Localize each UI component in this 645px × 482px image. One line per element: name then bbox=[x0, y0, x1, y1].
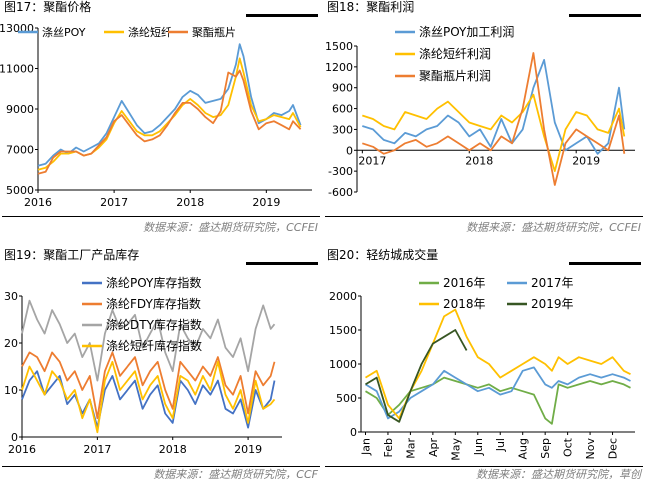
series-line-3 bbox=[37, 69, 302, 175]
x-tick-label: Feb bbox=[382, 438, 395, 457]
y-tick-label: 300 bbox=[332, 123, 353, 136]
x-tick-label: Apr bbox=[427, 438, 440, 458]
x-tick-label: Dec bbox=[607, 438, 620, 459]
bottom-rule bbox=[325, 466, 643, 467]
series-line-3 bbox=[365, 308, 631, 420]
series-line-4 bbox=[365, 329, 468, 423]
bottom-rule bbox=[2, 216, 320, 217]
series-line-3 bbox=[21, 299, 276, 382]
legend-label: 2016年 bbox=[443, 276, 486, 290]
series-line-1 bbox=[37, 43, 302, 167]
x-tick-label: 2017 bbox=[100, 196, 128, 209]
x-tick-label: 2016 bbox=[24, 196, 52, 209]
y-tick-label: 5000 bbox=[6, 184, 34, 197]
series-line-1 bbox=[365, 376, 631, 425]
legend-label: 涤纶FDY库存指数 bbox=[106, 296, 201, 311]
x-tick-label: Nov bbox=[584, 438, 597, 460]
legend-label: 涤纶短纤库存指数 bbox=[106, 338, 202, 353]
series-line-2 bbox=[365, 366, 631, 420]
x-tick-label: 2018 bbox=[465, 154, 493, 167]
chart-svg: -600 -300 0 300 600 900 1200 1500 2017 2018 2019 涤丝… bbox=[325, 25, 635, 199]
x-tick-label: 2018 bbox=[176, 196, 204, 209]
y-tick-label: 0 bbox=[11, 431, 18, 444]
x-tick-label: 2019 bbox=[252, 196, 280, 209]
y-tick-label: -600 bbox=[328, 186, 353, 199]
series-line-1 bbox=[362, 59, 626, 155]
chart-panel-volume: 图20：轻纺城成交量 0 500 1000 1500 2000 Jan Feb Mar Apr M… bbox=[323, 240, 645, 481]
legend-label: 聚酯瓶片 bbox=[192, 25, 236, 39]
y-tick-label: 0 bbox=[346, 144, 353, 157]
source-note: 数据来源：盛达期货研究院，草创 bbox=[476, 468, 641, 481]
x-tick-label: May bbox=[449, 438, 462, 461]
x-tick-label: 2017 bbox=[83, 443, 111, 456]
chart-panel-profit: 图18：聚酯利润 -600 -300 0 300 600 900 1200 1500 2017 2… bbox=[323, 0, 645, 240]
chart-svg: 0 10 20 30 2016 2017 2018 2019 涤纶POY库存指数涤纶FDY库存指… bbox=[4, 275, 282, 456]
title-rule bbox=[569, 14, 641, 17]
chart-svg: 0 500 1000 1500 2000 Jan Feb Mar Apr May Jun Jul Aug… bbox=[329, 276, 635, 461]
x-tick-label: 2019 bbox=[572, 154, 600, 167]
legend-label: 2018年 bbox=[443, 297, 486, 311]
x-tick-label: 2019 bbox=[234, 443, 262, 456]
y-tick-label: 2000 bbox=[329, 290, 357, 303]
series-line-2 bbox=[362, 93, 626, 173]
legend-label: 聚酯瓶片利润 bbox=[419, 69, 491, 83]
legend-label: 涤纶短纤 bbox=[128, 25, 172, 39]
y-tick-label: 10 bbox=[4, 384, 18, 397]
y-tick-label: 1500 bbox=[329, 324, 357, 337]
x-tick-label: Jul bbox=[494, 438, 507, 452]
legend-label: 涤纶短纤利润 bbox=[419, 47, 491, 61]
x-tick-label: Mar bbox=[404, 438, 417, 459]
y-tick-label: 600 bbox=[332, 103, 353, 116]
legend-label: 涤丝POY bbox=[42, 25, 86, 39]
x-tick-label: 2016 bbox=[8, 443, 36, 456]
chart-title: 图18：聚酯利润 bbox=[327, 0, 415, 14]
y-tick-label: 9000 bbox=[6, 103, 34, 116]
title-rule bbox=[246, 14, 318, 17]
series-line-4 bbox=[21, 360, 276, 434]
x-tick-label: Oct bbox=[562, 437, 575, 457]
y-tick-label: 20 bbox=[4, 337, 18, 350]
legend-label: 涤丝POY加工利润 bbox=[419, 25, 514, 39]
series-line-2 bbox=[21, 351, 276, 420]
chart-panel-inventory: 图19：聚酯工厂产品库存 0 10 20 30 2016 2017 2018 2019 涤纶PO… bbox=[0, 240, 322, 481]
y-tick-label: -300 bbox=[328, 165, 353, 178]
y-tick-label: 500 bbox=[336, 392, 357, 405]
x-tick-label: 2017 bbox=[358, 154, 386, 167]
title-rule bbox=[569, 262, 641, 265]
y-tick-label: 900 bbox=[332, 82, 353, 95]
chart-title: 图19：聚酯工厂产品库存 bbox=[4, 248, 140, 262]
y-tick-label: 11000 bbox=[0, 63, 34, 76]
source-note: 数据来源：盛达期货研究院，CCFEI bbox=[466, 221, 641, 234]
x-tick-label: Aug bbox=[517, 438, 530, 459]
source-note: 数据来源：盛达期货研究院，CCFEI bbox=[143, 221, 318, 234]
series-line-3 bbox=[362, 52, 626, 186]
legend-label: 涤纶DTY库存指数 bbox=[106, 317, 202, 332]
legend-label: 2019年 bbox=[531, 297, 574, 311]
bottom-rule bbox=[325, 216, 643, 217]
chart-panel-price: 图17：聚酯价格 5000 7000 9000 11000 13000 2016 2017 2… bbox=[0, 0, 322, 240]
x-tick-label: Jan bbox=[359, 438, 372, 456]
bottom-rule bbox=[2, 466, 320, 467]
y-tick-label: 0 bbox=[350, 426, 357, 439]
x-tick-label: Jun bbox=[472, 438, 485, 456]
y-tick-label: 1000 bbox=[329, 358, 357, 371]
x-tick-label: 2018 bbox=[159, 443, 187, 456]
y-tick-label: 1500 bbox=[325, 40, 353, 53]
legend-label: 涤纶POY库存指数 bbox=[106, 275, 201, 290]
y-tick-label: 7000 bbox=[6, 144, 34, 157]
y-tick-label: 1200 bbox=[325, 61, 353, 74]
legend-label: 2017年 bbox=[531, 276, 574, 290]
chart-title: 图17：聚酯价格 bbox=[4, 0, 92, 14]
y-tick-label: 30 bbox=[4, 290, 18, 303]
source-note: 数据来源：盛达期货研究院，CCF bbox=[153, 468, 318, 481]
x-tick-label: Sep bbox=[539, 438, 552, 459]
title-rule bbox=[246, 262, 318, 265]
chart-title: 图20：轻纺城成交量 bbox=[327, 248, 439, 262]
